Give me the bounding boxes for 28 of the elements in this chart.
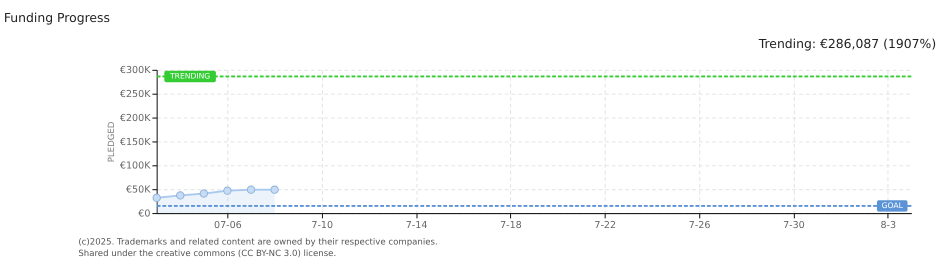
chart-title: Funding Progress [4,10,110,26]
x-tick-label: 8-3 [880,220,896,231]
point [152,194,161,202]
point [223,186,232,195]
y-tick-label: €250K [120,89,152,100]
y-tick-label: €200K [120,112,152,124]
ref-line-label: GOAL [882,200,904,210]
x-tick-label: 07-06 [214,220,242,231]
y-tick-label: €100K [120,160,152,172]
point [270,186,279,194]
y-tick-label: €50K [126,184,152,196]
x-tick-label: 7-18 [500,220,522,231]
y-tick-label: €0 [138,208,150,220]
point [176,191,184,200]
y-tick-label: €300K [120,65,152,76]
text: (c)2025. Trademarks and related content are owned by their respective companies. [78,238,438,248]
y-axis-title: PLEDGED [107,121,118,162]
chart-subtitle: Trending: €286,087 (1907%) [758,36,936,51]
x-tick-label: 7-30 [783,220,805,231]
y-tick-label: €150K [120,136,152,148]
point [200,189,208,198]
x-tick-label: 7-10 [311,220,334,231]
x-tick-label: 7-26 [688,220,710,231]
x-tick-label: 7-22 [594,220,616,231]
point [246,186,256,194]
x-tick-label: 7-14 [406,220,428,231]
ref-line-label: TRENDING [168,71,210,80]
text: Shared under the creative commons (CC BY-NC 3.0) license. [78,249,336,260]
